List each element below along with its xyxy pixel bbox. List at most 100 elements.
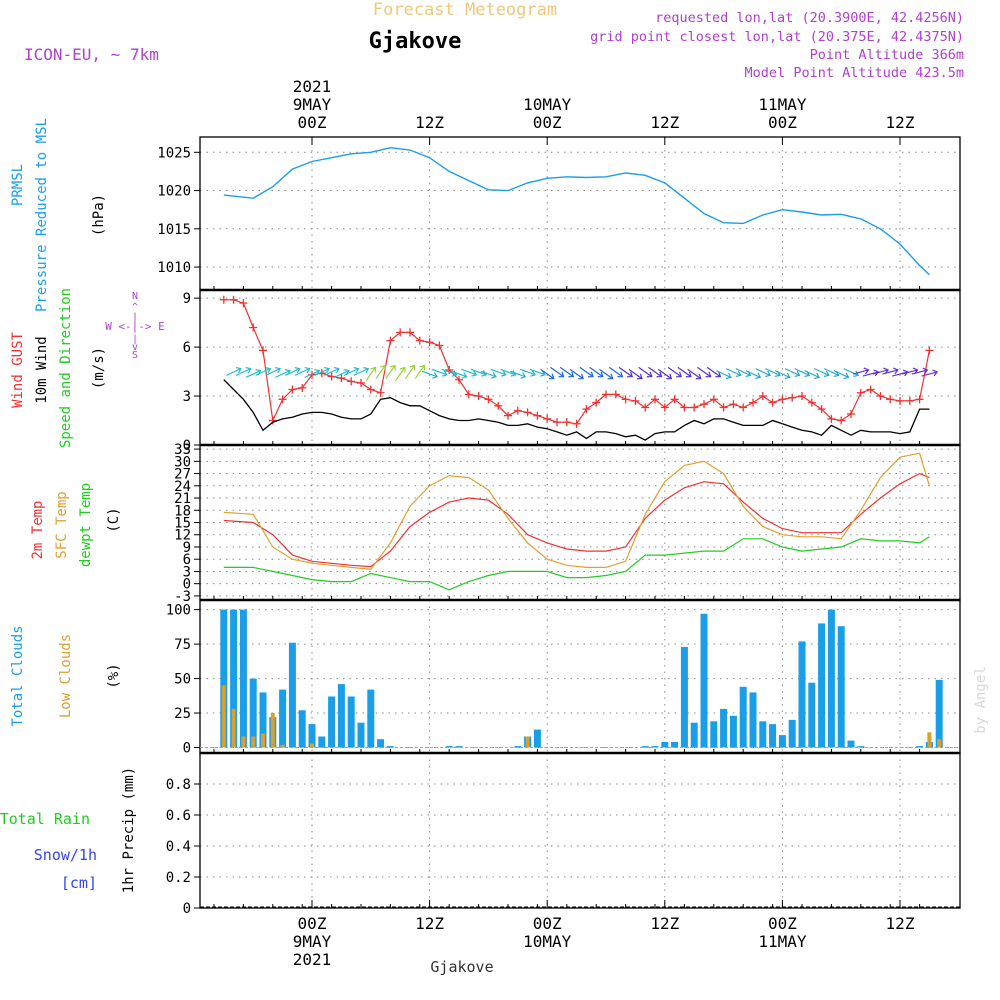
- wind-arrow-shaft: [540, 368, 555, 380]
- total-cloud-bar: [671, 742, 679, 748]
- wind-arrow-shaft: [569, 368, 584, 380]
- total-clouds-label: Total Clouds: [10, 625, 26, 726]
- svg-text:|: |: [132, 334, 138, 345]
- total-cloud-bar: [661, 742, 669, 748]
- total-cloud-bar: [259, 692, 267, 748]
- wind-arrow-icon: [677, 366, 692, 378]
- y-tick-label: 3: [183, 389, 191, 405]
- wind-arrow-shaft: [735, 368, 751, 376]
- panel-frame: [199, 752, 961, 909]
- wind-arrow-head: [617, 371, 624, 378]
- wind-arrow-icon: [608, 366, 624, 378]
- wind-arrow-icon: [375, 364, 386, 379]
- wind-arrow-head: [587, 371, 594, 378]
- total-cloud-bar: [739, 686, 747, 748]
- y-tick-label: 18: [174, 503, 191, 519]
- wind-arrow-shaft: [599, 368, 613, 380]
- wind-arrow-shaft: [245, 370, 261, 378]
- wind-arrow-icon: [343, 367, 360, 376]
- wind-arrow-icon: [814, 368, 830, 377]
- dewpt-line: [223, 536, 930, 591]
- wind-arrow-shaft: [519, 368, 536, 376]
- pressure-label-2: Pressure Reduced to MSL: [34, 118, 50, 312]
- wind-arrow-shaft: [559, 366, 574, 378]
- wind-arrow-icon: [519, 368, 537, 377]
- wind-arrow-shaft: [235, 368, 251, 376]
- wind-arrow-icon: [431, 368, 448, 377]
- wind-arrow-head: [539, 370, 546, 377]
- wind-arrow-icon: [461, 368, 478, 377]
- t2m-line: [223, 472, 930, 568]
- wind-arrow-head: [823, 370, 830, 377]
- wind-speed-line: [223, 379, 930, 441]
- location-title: Gjakove: [369, 29, 462, 54]
- low-cloud-bar: [241, 736, 246, 748]
- t2m-label: 2m Temp: [30, 500, 46, 559]
- total-cloud-bar: [230, 609, 238, 748]
- wind-arrow-head: [324, 367, 330, 374]
- wind-arrow-shaft: [716, 370, 732, 378]
- top-hour-label: 00Z: [533, 113, 562, 132]
- total-cloud-bar: [298, 710, 306, 748]
- wind-arrow-head: [333, 367, 340, 374]
- total-cloud-bar: [279, 689, 287, 748]
- wind-arrow-head: [370, 366, 377, 373]
- wind-panel: 0 3 6 9: [183, 289, 961, 454]
- y-tick-label: 6: [183, 340, 191, 356]
- bottom-hour-label: 00Z: [768, 914, 797, 933]
- low-cloud-bar: [937, 739, 942, 748]
- wind-arrow-shaft: [226, 368, 242, 376]
- low-cloud-bar: [261, 733, 265, 748]
- wind-arrow-head: [814, 372, 820, 379]
- wind-arrow-shaft: [823, 368, 839, 376]
- wind-arrow-head: [294, 367, 301, 374]
- precip-labels: Total Rain Snow/1h [cm] 1hr Precip (mm): [0, 767, 137, 893]
- wind-arrow-icon: [657, 368, 673, 380]
- top-hour-label: 12Z: [650, 113, 679, 132]
- total-cloud-bar: [318, 736, 326, 748]
- sfc-temp-line: [223, 452, 930, 571]
- wind-arrow-shaft: [385, 365, 396, 379]
- wind-arrow-icon: [697, 366, 712, 378]
- wind-arrow-shaft: [814, 368, 830, 376]
- wind-arrow-shaft: [687, 368, 702, 380]
- wind-unit: (m/s): [91, 347, 107, 389]
- wind-arrow-shaft: [470, 368, 487, 376]
- wind-arrow-head: [235, 367, 242, 374]
- point-altitude: Point Altitude 366m: [810, 47, 964, 63]
- wind-arrow-icon: [911, 367, 929, 375]
- wind-arrow-shaft: [451, 370, 467, 378]
- wind-arrow-head: [353, 367, 360, 374]
- wind-arrow-shaft: [304, 370, 320, 378]
- wind-arrow-head: [676, 371, 682, 378]
- total-cloud-bar: [357, 722, 365, 748]
- wind-arrow-icon: [579, 366, 594, 378]
- y-tick-label: 1020: [157, 184, 191, 200]
- bottom-date-label: 10MAY: [523, 932, 572, 951]
- wind-arrow-shaft: [608, 366, 623, 378]
- low-cloud-bar: [270, 713, 275, 748]
- total-cloud-bar: [778, 735, 786, 748]
- bottom-date-label: 9MAY: [293, 932, 332, 951]
- wind-arrow-head: [409, 364, 416, 371]
- wind-arrow-icon: [804, 370, 820, 379]
- wind-arrow-shaft: [882, 369, 899, 375]
- wind-arrow-shaft: [725, 368, 741, 376]
- wind-arrow-shaft: [343, 368, 359, 376]
- wind-arrow-icon: [843, 368, 860, 377]
- low-cloud-bar: [221, 685, 226, 748]
- total-cloud-bar: [533, 729, 541, 748]
- low-clouds-label: Low Clouds: [58, 634, 74, 718]
- wind-arrow-head: [922, 367, 929, 375]
- wind-arrow-shaft: [490, 368, 506, 376]
- total-cloud-bar: [827, 609, 835, 748]
- grid-point-coords: grid point closest lon,lat (20.375E, 42.…: [590, 29, 964, 45]
- wind-arrow-head: [245, 367, 252, 374]
- wind-arrow-icon: [716, 370, 732, 379]
- y-tick-label: 12: [174, 528, 191, 544]
- wind-arrow-shaft: [843, 368, 859, 376]
- wind-arrow-shaft: [404, 365, 416, 379]
- clouds-unit: (%): [106, 663, 122, 688]
- wind-arrow-icon: [628, 368, 643, 380]
